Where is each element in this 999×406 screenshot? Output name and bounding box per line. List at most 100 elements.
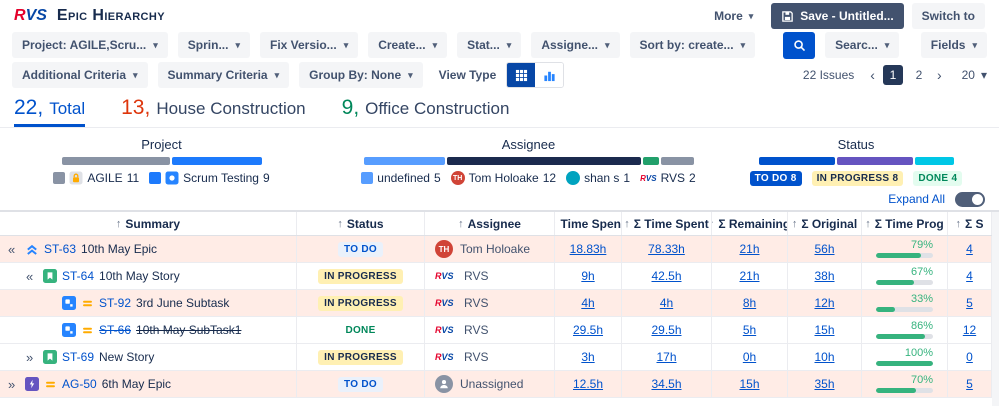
sum-time-spent-link[interactable]: 4h [659, 296, 674, 310]
sprint-filter[interactable]: Sprin... ▾ [177, 32, 250, 58]
page-size-select[interactable]: 20 ▾ [961, 68, 987, 82]
sum-remaining-link[interactable]: 21h [739, 242, 760, 256]
legend-item[interactable]: undefined 5 [361, 171, 441, 185]
legend-item[interactable]: AGILE 11 [53, 171, 139, 185]
sum-s-link[interactable]: 12 [962, 323, 977, 337]
assignee-segment[interactable] [661, 157, 694, 165]
sum-original-link[interactable]: 35h [814, 377, 835, 391]
sum-time-spent-link[interactable]: 17h [656, 350, 677, 364]
table-row[interactable]: » AG-50 6th May Epic TO DO Unassigned 12… [0, 371, 999, 398]
created-filter[interactable]: Create... ▾ [368, 32, 448, 58]
header-sum-time-spent[interactable]: ↑ Σ Time Spent [622, 212, 712, 235]
sum-s-link[interactable]: 5 [966, 377, 973, 391]
table-row[interactable]: » ST-69 New Story IN PROGRESS RVS RVS 3h… [0, 344, 999, 371]
sum-time-spent-link[interactable]: 42.5h [651, 269, 682, 283]
search-button[interactable] [783, 31, 816, 59]
fields-button[interactable]: Fields ▾ [920, 32, 987, 58]
time-spent-link[interactable]: 12.5h [572, 377, 604, 391]
issue-key-link[interactable]: ST-92 [99, 296, 132, 310]
status-segment[interactable] [836, 157, 914, 165]
issue-key-link[interactable]: ST-66 [99, 323, 132, 337]
sum-original-link[interactable]: 15h [814, 323, 835, 337]
save-button[interactable]: Save - Untitled... [771, 3, 904, 29]
issue-key-link[interactable]: AG-50 [62, 377, 97, 391]
table-row[interactable]: ST-92 3rd June Subtask IN PROGRESS RVS R… [0, 290, 999, 317]
group-by-button[interactable]: Group By: None ▾ [299, 62, 423, 88]
assignee-segment[interactable] [363, 157, 445, 165]
legend-item[interactable]: shan s 1 [566, 171, 630, 185]
header-time-spent[interactable]: ↑Time Spent [555, 212, 622, 235]
issue-key-link[interactable]: ST-69 [62, 350, 95, 364]
legend-item[interactable]: TH Tom Holoake 12 [450, 171, 556, 185]
sum-original-link[interactable]: 38h [814, 269, 835, 283]
table-row[interactable]: « ST-64 10th May Story IN PROGRESS RVS R… [0, 263, 999, 290]
legend-item[interactable]: RVS RVS 2 [640, 171, 696, 185]
grid-view-button[interactable] [507, 63, 536, 87]
expand-all-link[interactable]: Expand All [888, 192, 945, 206]
search-more-filter[interactable]: Searc... ▾ [825, 32, 900, 58]
legend-item[interactable]: IN PROGRESS 8 [811, 171, 904, 186]
status-segment[interactable] [915, 157, 954, 165]
prev-page-button[interactable]: ‹ [870, 67, 875, 83]
sum-remaining-link[interactable]: 21h [739, 269, 760, 283]
issue-key-link[interactable]: ST-63 [44, 242, 77, 256]
project-segment[interactable] [172, 157, 262, 165]
legend-item[interactable]: TO DO 8 [749, 171, 802, 186]
tab-office-construction[interactable]: 9, Office Construction [342, 96, 510, 127]
expand-toggle[interactable] [955, 191, 985, 207]
table-row[interactable]: ST-66 10th May SubTask1 DONE RVS RVS 29.… [0, 317, 999, 344]
collapse-chevron[interactable]: « [8, 241, 16, 257]
sum-original-link[interactable]: 12h [814, 296, 835, 310]
sum-s-link[interactable]: 4 [966, 269, 973, 283]
collapse-chevron[interactable]: « [26, 268, 34, 284]
sum-time-spent-link[interactable]: 34.5h [651, 377, 682, 391]
project-segment[interactable] [61, 157, 171, 165]
sum-remaining-link[interactable]: 5h [742, 323, 757, 337]
assignee-segment[interactable] [446, 157, 641, 165]
header-sum-original[interactable]: ↑ Σ Original [788, 212, 862, 235]
header-status[interactable]: ↑ Status [297, 212, 425, 235]
page-1-button[interactable]: 1 [882, 65, 903, 85]
sum-original-link[interactable]: 10h [814, 350, 835, 364]
sum-s-link[interactable]: 0 [966, 350, 973, 364]
additional-criteria-button[interactable]: Additional Criteria ▾ [12, 62, 148, 88]
sum-remaining-link[interactable]: 0h [742, 350, 757, 364]
sum-s-link[interactable]: 5 [966, 296, 973, 310]
page-2-button[interactable]: 2 [915, 68, 923, 82]
next-page-button[interactable]: › [936, 67, 942, 83]
issue-key-link[interactable]: ST-64 [62, 269, 95, 283]
header-sum-remaining[interactable]: ↑Σ Remaining [712, 212, 788, 235]
vertical-scrollbar[interactable] [992, 212, 999, 406]
table-row[interactable]: « ST-63 10th May Epic TO DO TH Tom Holoa… [0, 236, 999, 263]
assignee-filter[interactable]: Assigne... ▾ [531, 32, 620, 58]
sum-remaining-link[interactable]: 8h [742, 296, 757, 310]
chart-view-button[interactable] [535, 63, 564, 87]
header-sum-s[interactable]: ↑ Σ S [948, 212, 992, 235]
switch-to-button[interactable]: Switch to [911, 3, 985, 29]
sum-s-link[interactable]: 4 [966, 242, 973, 256]
legend-item[interactable]: Scrum Testing 9 [149, 171, 270, 185]
expand-chevron[interactable]: » [26, 349, 34, 365]
time-spent-link[interactable]: 4h [581, 296, 595, 310]
assignee-segment[interactable] [642, 157, 660, 165]
header-sum-time-prog[interactable]: ↑ Σ Time Prog [862, 212, 948, 235]
legend-item[interactable]: DONE 4 [913, 171, 963, 186]
project-filter[interactable]: Project: AGILE,Scru... ▾ [12, 32, 168, 58]
expand-chevron[interactable]: » [8, 376, 16, 392]
status-segment[interactable] [758, 157, 835, 165]
tab-total[interactable]: 22, Total [14, 96, 86, 127]
header-summary[interactable]: ↑ Summary [0, 212, 297, 235]
sum-time-spent-link[interactable]: 29.5h [651, 323, 682, 337]
sum-original-link[interactable]: 56h [814, 242, 835, 256]
time-spent-link[interactable]: 3h [581, 350, 595, 364]
summary-criteria-button[interactable]: Summary Criteria ▾ [157, 62, 290, 88]
time-spent-link[interactable]: 29.5h [572, 323, 604, 337]
sort-by-filter[interactable]: Sort by: create... ▾ [629, 32, 756, 58]
header-assignee[interactable]: ↑ Assignee [425, 212, 555, 235]
tab-house-construction[interactable]: 13, House Construction [121, 96, 306, 127]
sum-time-spent-link[interactable]: 78.33h [648, 242, 685, 256]
more-button[interactable]: More ▾ [704, 3, 764, 29]
time-spent-link[interactable]: 18.83h [569, 242, 607, 256]
fix-version-filter[interactable]: Fix Versio... ▾ [259, 32, 359, 58]
status-filter[interactable]: Stat... ▾ [457, 32, 522, 58]
